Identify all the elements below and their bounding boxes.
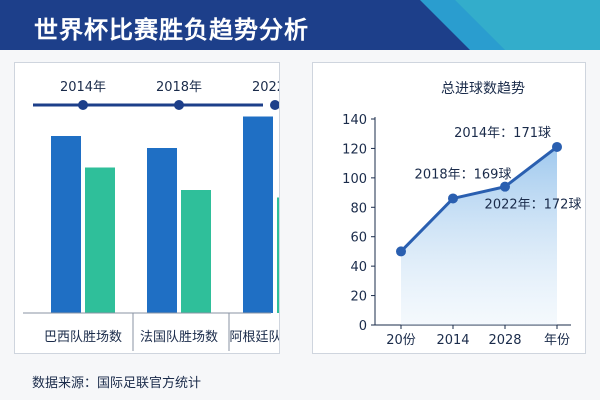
timeline-dot — [270, 100, 280, 110]
header-decoration — [420, 0, 600, 50]
x-tick-label: 年份 — [544, 333, 570, 348]
x-tick-label: 2014 — [436, 333, 469, 348]
line-chart-panel: 总进球数趋势 0 20 40 60 80 100 120 140 20份 2014 2028 年份 201… — [312, 62, 586, 354]
y-tick-label: 40 — [350, 260, 367, 275]
timeline-year-label: 2022年 — [252, 80, 279, 95]
timeline-dot — [174, 100, 184, 110]
timeline-year-label: 2014年 — [60, 80, 106, 95]
data-point — [396, 246, 406, 257]
annotation-label: 2018年：169球 — [415, 167, 512, 182]
page-title: 世界杯比赛胜负趋势分析 — [34, 16, 309, 44]
y-tick-label: 20 — [350, 290, 367, 305]
data-point — [552, 141, 562, 152]
bar — [147, 148, 177, 313]
y-tick-label: 100 — [342, 172, 367, 187]
data-point — [448, 193, 458, 204]
area-fill — [401, 146, 557, 325]
y-tick-label: 80 — [350, 201, 367, 216]
bar-chart-panel: 2014年 2018年 2022年巴西队胜场数 法国队胜场数阿根廷队胜场数 — [14, 62, 321, 354]
y-tick-label: 140 — [342, 113, 367, 128]
annotation-label: 2014年：171球 — [454, 126, 551, 141]
bar-chart: 2014年 2018年 2022年巴西队胜场数 法国队胜场数阿根廷队胜场数 — [23, 80, 321, 351]
timeline-dot — [78, 100, 88, 110]
category-label: 法国队胜场数 — [140, 330, 218, 345]
bar — [277, 197, 307, 313]
series-line — [399, 145, 558, 253]
y-tick-label: 60 — [350, 231, 367, 246]
bar — [181, 190, 211, 313]
category-label: 阿根廷队胜场数 — [229, 330, 279, 345]
data-source-note: 数据来源：国际足联官方统计 — [32, 376, 202, 391]
annotation-label: 2022年：172球 — [485, 198, 582, 213]
bar — [243, 116, 273, 313]
line-chart: 总进球数趋势 0 20 40 60 80 100 120 140 20份 2014 2028 年份 201… — [342, 81, 582, 348]
bar — [85, 167, 115, 313]
y-tick-label: 0 — [359, 319, 367, 334]
x-tick-label: 2028 — [488, 333, 521, 348]
y-tick-label: 120 — [342, 142, 367, 157]
x-tick-label: 20份 — [386, 333, 416, 348]
line-chart-title: 总进球数趋势 — [441, 81, 525, 97]
header-banner: 世界杯比赛胜负趋势分析 — [0, 0, 600, 50]
bar — [51, 136, 81, 313]
data-point — [500, 181, 510, 192]
timeline-year-label: 2018年 — [156, 80, 202, 95]
category-label: 巴西队胜场数 — [44, 330, 122, 345]
